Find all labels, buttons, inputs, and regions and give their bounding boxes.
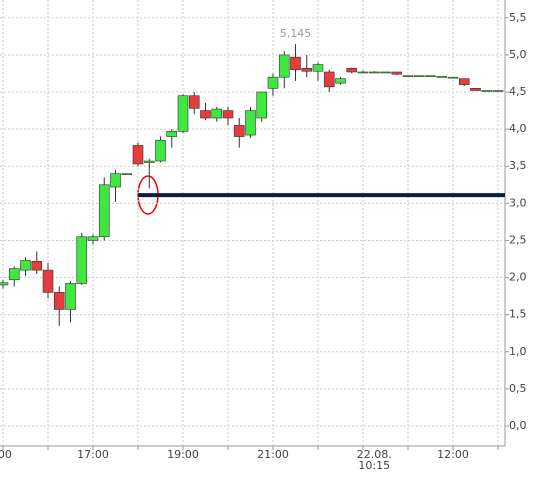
candle-body <box>76 236 88 284</box>
y-tick-label: 0,0 <box>509 419 527 432</box>
candle-body <box>256 91 268 119</box>
x-tick-label: :00 <box>0 448 12 461</box>
y-tick-label: 4,5 <box>509 85 527 98</box>
candle-body <box>20 260 31 271</box>
candle-body <box>470 88 481 91</box>
candle-body <box>267 76 279 89</box>
candle-body <box>391 71 403 75</box>
candle-body <box>143 160 155 163</box>
y-tick-label: 4,0 <box>509 122 527 135</box>
candle-body <box>8 268 20 281</box>
candle-body <box>278 54 290 78</box>
candle-body <box>31 260 43 271</box>
candle-body <box>0 282 9 286</box>
y-tick-label: 2,5 <box>509 233 527 246</box>
y-tick-label: 3,5 <box>509 159 527 172</box>
candle-body <box>481 90 493 92</box>
candle-body <box>346 67 358 73</box>
candle-body <box>458 78 470 85</box>
candle-body <box>335 78 346 84</box>
candle-body <box>233 125 245 137</box>
x-tick-label: 19:00 <box>167 448 199 461</box>
candle-body <box>492 90 504 92</box>
candle-body <box>132 145 144 165</box>
candle-body <box>87 236 99 241</box>
y-tick-label: 0,5 <box>509 382 527 395</box>
candle-body <box>357 71 369 74</box>
candle-body <box>301 67 313 72</box>
candle-body <box>447 76 459 79</box>
y-tick-label: 1,0 <box>509 345 527 358</box>
y-tick-label: 1,5 <box>509 308 527 321</box>
candle-body <box>98 184 110 238</box>
candle-body <box>110 173 121 188</box>
x-tick-label: 21:00 <box>257 448 289 461</box>
candle-body <box>222 110 234 119</box>
candle-body <box>121 173 133 175</box>
y-tick-label: 5,5 <box>509 11 527 24</box>
y-tick-label: 5,0 <box>509 48 527 61</box>
x-tick-label: 17:00 <box>77 448 109 461</box>
candle-body <box>402 75 414 77</box>
candle-body <box>413 75 425 77</box>
candle-body <box>245 110 256 136</box>
candle-body <box>188 95 200 109</box>
x-tick-label: 22.08. 10:15 <box>356 448 392 472</box>
candle-body <box>380 71 391 74</box>
x-tick-label: 12:00 <box>437 448 469 461</box>
candle-body <box>177 95 189 132</box>
candle-body <box>425 75 436 77</box>
candle-body <box>155 139 166 162</box>
y-tick-label: 2,0 <box>509 271 527 284</box>
candle-body <box>53 292 65 310</box>
candle-body <box>312 64 324 72</box>
y-tick-label: 3,0 <box>509 196 527 209</box>
candle-body <box>65 283 76 310</box>
candle-body <box>436 76 448 78</box>
candle-body <box>323 71 335 88</box>
candle-body <box>166 131 178 137</box>
candle-body <box>290 56 301 71</box>
candle-body <box>42 269 54 293</box>
candle-body <box>368 71 380 74</box>
candle-body <box>200 110 211 119</box>
high-annotation: 5,145 <box>280 27 312 40</box>
candle-body <box>211 108 223 119</box>
